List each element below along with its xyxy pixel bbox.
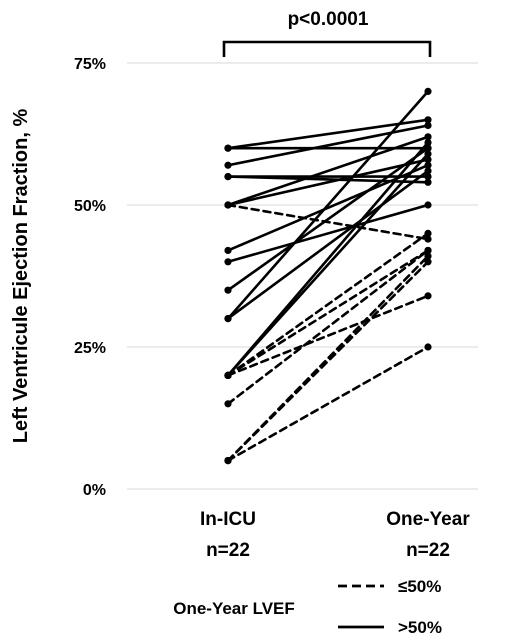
point-in-icu	[224, 286, 232, 294]
data-points	[224, 87, 432, 465]
series-line-dashed	[226, 249, 430, 377]
y-tick-label: 50%	[74, 198, 106, 215]
point-in-icu	[224, 161, 232, 169]
point-one-year	[424, 87, 432, 95]
point-one-year	[424, 292, 432, 300]
y-tick-label: 0%	[83, 482, 106, 499]
point-one-year	[424, 144, 432, 152]
series-line-solid	[226, 135, 430, 207]
y-axis: 0% 25% 50% 75%	[74, 56, 106, 499]
point-one-year	[424, 138, 432, 147]
series-line-solid	[226, 141, 430, 377]
point-one-year	[424, 229, 432, 237]
point-one-year	[424, 343, 432, 351]
series-line-solid	[226, 158, 430, 207]
legend-title: One-Year LVEF	[173, 599, 295, 618]
point-in-icu	[224, 315, 232, 323]
gridlines	[127, 62, 478, 490]
point-in-icu	[224, 457, 232, 465]
legend-entry-label: ≤50%	[398, 577, 441, 596]
series-line-dashed	[226, 260, 430, 462]
bracket-line	[222, 40, 432, 57]
y-tick-label: 25%	[74, 340, 106, 357]
series-line-solid	[226, 118, 430, 150]
series-line-dashed	[226, 249, 430, 406]
x-category-label: One-Year	[386, 509, 470, 530]
x-category-n-label: n=22	[206, 540, 250, 561]
point-in-icu	[224, 246, 232, 255]
point-in-icu	[224, 400, 232, 408]
point-one-year	[424, 116, 432, 124]
point-one-year	[424, 178, 432, 186]
series-line-solid	[226, 124, 430, 167]
series-line-dashed	[226, 294, 430, 377]
point-in-icu	[224, 144, 232, 152]
point-one-year	[424, 173, 432, 181]
point-one-year	[424, 155, 432, 164]
series-line-dashed	[226, 345, 430, 462]
series-line-dashed	[226, 232, 430, 377]
legend: One-Year LVEF ≤50% >50%	[173, 577, 442, 637]
series-line-dashed	[226, 203, 430, 241]
point-in-icu	[224, 201, 232, 209]
point-one-year	[424, 235, 432, 243]
p-value-label: p<0.0001	[288, 9, 369, 30]
significance-bracket: p<0.0001	[222, 9, 432, 57]
point-one-year	[424, 150, 432, 158]
point-one-year	[424, 161, 432, 169]
point-one-year	[424, 167, 432, 175]
x-category-n-label: n=22	[406, 540, 450, 561]
series-line-solid	[226, 203, 430, 264]
point-one-year	[424, 246, 432, 255]
point-in-icu	[224, 371, 232, 379]
legend-entry-label: >50%	[398, 618, 442, 637]
series-line-solid	[226, 146, 430, 292]
point-one-year	[424, 133, 432, 141]
point-one-year	[424, 121, 432, 130]
point-one-year	[424, 201, 432, 209]
series-lines	[226, 90, 430, 462]
y-axis-label: Left Ventricule Ejection Fraction, %	[10, 109, 32, 444]
series-line-solid	[226, 169, 430, 320]
point-in-icu	[224, 173, 232, 181]
point-in-icu	[224, 258, 232, 266]
x-axis-categories: In-ICU n=22 One-Year n=22	[200, 509, 470, 561]
series-line-solid	[226, 90, 430, 320]
x-category-label: In-ICU	[200, 509, 256, 530]
point-one-year	[424, 258, 432, 266]
point-one-year	[424, 252, 432, 260]
y-tick-label: 75%	[74, 56, 106, 73]
